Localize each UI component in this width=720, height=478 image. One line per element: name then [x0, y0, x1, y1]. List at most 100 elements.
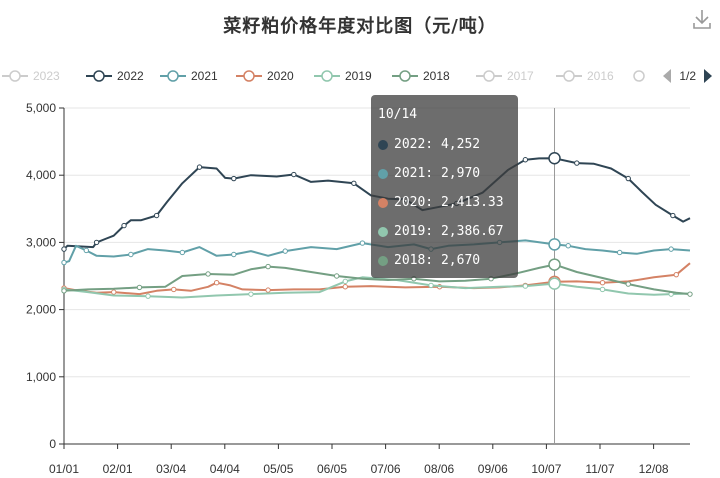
- series-point-2022: [291, 171, 297, 178]
- tooltip-marker: [548, 277, 561, 290]
- series-point-2022: [61, 246, 67, 252]
- legend-page-indicator: 1/2: [679, 69, 696, 83]
- x-tick-label: 04/04: [210, 462, 240, 476]
- legend-label: 2019: [345, 69, 372, 83]
- legend-item-clipped[interactable]: [626, 66, 657, 86]
- tooltip-dot-icon: [378, 168, 388, 179]
- series-point-2019: [428, 282, 434, 289]
- x-tick-label: 08/06: [424, 462, 454, 476]
- series-point-2021: [179, 249, 186, 256]
- x-tick-label: 03/04: [156, 462, 186, 476]
- legend-label: 2018: [423, 69, 450, 83]
- tooltip-marker: [548, 258, 561, 271]
- tooltip-row: 2019: 2,386.67: [378, 224, 504, 239]
- chart-title: 菜籽粕价格年度对比图（元/吨）: [223, 16, 497, 37]
- legend-label: 2023: [33, 69, 60, 83]
- series-point-2019: [248, 291, 254, 297]
- series-point-2022: [153, 212, 160, 219]
- x-tick-label: 06/05: [317, 462, 347, 476]
- series-point-2022: [522, 157, 529, 163]
- series-point-2021: [231, 251, 237, 258]
- legend-label: 2022: [117, 69, 144, 83]
- legend-item-2017[interactable]: 2017: [476, 66, 534, 86]
- tooltip-row-label: 2021: 2,970: [394, 166, 481, 181]
- tooltip-row: 2020: 2,413.33: [378, 195, 504, 210]
- y-tick-label: 5,000: [26, 101, 56, 115]
- y-tick-label: 4,000: [26, 168, 56, 182]
- legend: 2023 2022 2021 2020 2019 2018 2017 2016: [0, 66, 720, 86]
- legend-symbol-icon: [476, 70, 502, 82]
- legend-symbol-icon: [392, 70, 418, 82]
- tooltip-marker: [548, 238, 561, 251]
- legend-prev-icon[interactable]: [661, 68, 673, 84]
- series-point-2018: [265, 263, 271, 270]
- legend-pager: 1/2: [661, 66, 714, 86]
- series-point-2020: [673, 271, 679, 278]
- tooltip-dot-icon: [378, 197, 388, 208]
- y-tick-label: 0: [49, 437, 56, 451]
- x-tick-label: 02/01: [103, 462, 133, 476]
- legend-symbol-icon: [160, 70, 186, 82]
- legend-item-2018[interactable]: 2018: [392, 66, 450, 86]
- series-line-2022: [63, 157, 691, 250]
- tooltip-row: 2018: 2,670: [378, 253, 480, 268]
- series-point-2022: [351, 180, 357, 186]
- legend-symbol-icon: [314, 70, 340, 82]
- series-point-2021: [616, 249, 623, 256]
- series-point-2020: [265, 287, 271, 293]
- series-point-2018: [625, 281, 631, 287]
- tooltip-row: 2021: 2,970: [378, 166, 480, 181]
- legend-item-2021[interactable]: 2021: [160, 66, 218, 86]
- download-icon[interactable]: [692, 8, 712, 30]
- tooltip-dot-icon: [378, 226, 388, 237]
- tooltip-dot-icon: [378, 139, 388, 150]
- series-line-2018: [63, 263, 691, 296]
- series-point-2021: [359, 240, 366, 246]
- series-point-2020: [171, 286, 177, 293]
- tooltip-row-label: 2019: 2,386.67: [394, 224, 504, 239]
- series-point-2018: [687, 291, 693, 297]
- y-tick-label: 1,000: [26, 370, 56, 384]
- series-point-2018: [136, 284, 143, 291]
- series-point-2021: [83, 247, 89, 254]
- legend-item-2020[interactable]: 2020: [236, 66, 294, 86]
- series-point-2021: [128, 251, 134, 258]
- legend-item-2016[interactable]: 2016: [556, 66, 614, 86]
- series-point-2021: [668, 246, 674, 252]
- x-tick-label: 01/01: [49, 462, 79, 476]
- series-point-2022: [625, 175, 631, 182]
- legend-label: 2017: [507, 69, 534, 83]
- legend-symbol-icon: [556, 70, 582, 82]
- series-point-2019: [522, 283, 529, 289]
- legend-item-2019[interactable]: 2019: [314, 66, 372, 86]
- legend-symbol-icon: [86, 70, 112, 82]
- legend-symbol-icon: [633, 70, 645, 82]
- series-point-2022: [196, 164, 203, 170]
- series-point-2019: [342, 278, 348, 285]
- legend-symbol-icon: [2, 70, 28, 82]
- series-point-2020: [213, 280, 220, 286]
- series-point-2021: [565, 243, 571, 249]
- legend-label: 2021: [191, 69, 218, 83]
- series-point-2018: [333, 273, 340, 279]
- x-tick-label: 12/08: [639, 462, 669, 476]
- legend-symbol-icon: [236, 70, 262, 82]
- y-tick-label: 2,000: [26, 303, 56, 317]
- legend-next-icon[interactable]: [702, 68, 714, 84]
- legend-item-2023[interactable]: 2023: [2, 66, 60, 86]
- x-tick-label: 07/06: [371, 462, 401, 476]
- legend-label: 2016: [587, 69, 614, 83]
- x-tick-label: 10/07: [531, 462, 561, 476]
- legend-item-2022[interactable]: 2022: [86, 66, 144, 86]
- series-point-2021: [61, 259, 67, 266]
- series-point-2020: [342, 284, 348, 290]
- x-tick-label: 11/07: [585, 462, 614, 476]
- tooltip-row-label: 2020: 2,413.33: [394, 195, 504, 210]
- legend-label: 2020: [267, 69, 294, 83]
- tooltip-marker: [548, 152, 561, 165]
- x-tick-label: 09/06: [478, 462, 508, 476]
- tooltip-date: 10/14: [378, 107, 418, 122]
- series-point-2020: [111, 289, 117, 295]
- tooltip-row-label: 2022: 4,252: [394, 137, 481, 152]
